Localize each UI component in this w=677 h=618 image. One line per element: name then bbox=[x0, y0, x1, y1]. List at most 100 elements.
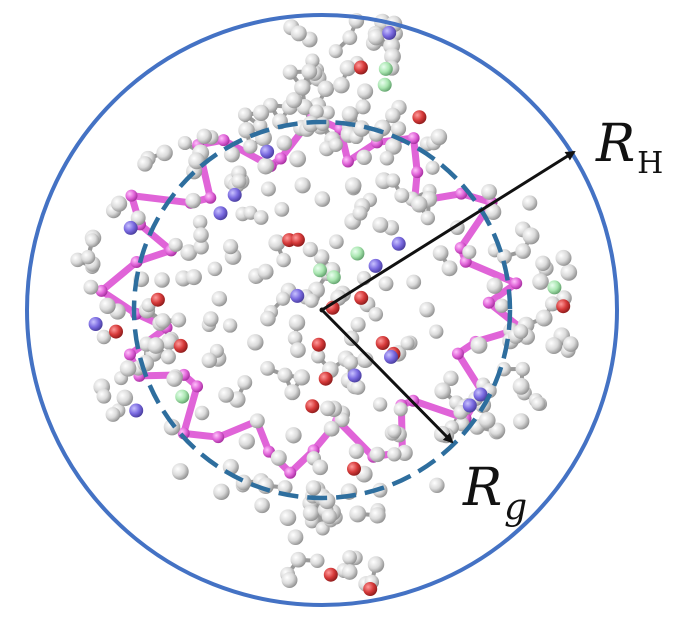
carbon-atom bbox=[97, 330, 111, 344]
oxygen-atom bbox=[376, 336, 390, 350]
carbon-atom bbox=[495, 299, 509, 313]
carbon-atom bbox=[250, 413, 265, 428]
carbon-atom bbox=[253, 105, 269, 121]
carbon-atom bbox=[238, 108, 252, 122]
carbon-atom bbox=[536, 310, 553, 327]
carbon-atom bbox=[479, 412, 496, 429]
rg-label: Rg bbox=[463, 462, 527, 526]
carbon-atom bbox=[319, 493, 335, 509]
carbon-atom bbox=[186, 269, 202, 285]
carbon-atom bbox=[545, 337, 562, 354]
carbon-atom bbox=[516, 362, 530, 376]
carbon-atom bbox=[156, 145, 172, 161]
fluorine-atom bbox=[175, 390, 189, 404]
carbon-atom bbox=[294, 79, 310, 95]
oxygen-atom bbox=[324, 568, 338, 582]
carbon-atom bbox=[387, 424, 401, 438]
carbon-atom bbox=[431, 129, 447, 145]
carbon-atom bbox=[303, 505, 319, 521]
nitrogen-atom bbox=[392, 237, 406, 251]
carbon-atom bbox=[268, 234, 285, 251]
nitrogen-atom bbox=[384, 350, 398, 364]
carbon-atom bbox=[351, 317, 366, 332]
center-point bbox=[320, 308, 325, 313]
carbon-atom bbox=[301, 64, 317, 80]
oxygen-atom bbox=[174, 339, 188, 353]
carbon-atom bbox=[560, 264, 577, 281]
carbon-atom bbox=[218, 387, 234, 403]
carbon-atom bbox=[295, 177, 311, 193]
carbon-atom bbox=[290, 342, 306, 358]
carbon-atom bbox=[280, 509, 297, 526]
carbon-atom bbox=[349, 444, 364, 459]
carbon-atom bbox=[289, 150, 306, 167]
carbon-atom bbox=[353, 206, 368, 221]
rh-label-main: R bbox=[596, 114, 635, 174]
oxygen-atom bbox=[354, 61, 368, 75]
carbon-atom bbox=[260, 311, 276, 327]
carbon-atom bbox=[178, 136, 192, 150]
nitrogen-atom bbox=[129, 404, 143, 418]
fluorine-atom bbox=[379, 62, 393, 76]
carbon-atom bbox=[193, 227, 209, 243]
carbon-atom bbox=[203, 311, 218, 326]
nitrogen-atom bbox=[214, 206, 228, 220]
carbon-atom bbox=[394, 188, 409, 203]
carbon-atom bbox=[111, 196, 127, 212]
carbon-atom bbox=[276, 292, 290, 306]
carbon-atom bbox=[303, 242, 318, 257]
carbon-atom bbox=[155, 313, 170, 328]
carbon-atom bbox=[202, 353, 217, 368]
carbon-atom bbox=[277, 368, 292, 383]
nitrogen-atom bbox=[382, 26, 396, 40]
carbon-atom bbox=[274, 202, 289, 217]
carbon-atom bbox=[515, 243, 531, 259]
carbon-atom bbox=[172, 463, 189, 480]
carbon-atom bbox=[356, 99, 371, 114]
carbon-atom bbox=[532, 273, 549, 290]
oxygen-atom bbox=[312, 338, 326, 352]
carbon-atom bbox=[97, 389, 112, 404]
carbon-atom bbox=[208, 262, 223, 277]
carbon-atom bbox=[373, 397, 387, 411]
carbon-atom bbox=[193, 215, 208, 230]
carbon-atom bbox=[535, 256, 550, 271]
backbone-atom bbox=[510, 277, 522, 289]
carbon-atom bbox=[372, 217, 388, 233]
carbon-atom bbox=[254, 210, 269, 225]
carbon-atom bbox=[276, 253, 291, 268]
carbon-atom bbox=[368, 29, 385, 46]
oxygen-atom bbox=[363, 582, 377, 596]
nitrogen-atom bbox=[369, 259, 383, 273]
fluorine-atom bbox=[547, 280, 561, 294]
carbon-atom bbox=[470, 337, 487, 354]
carbon-atom bbox=[429, 324, 443, 338]
carbon-atom bbox=[312, 459, 328, 475]
oxygen-atom bbox=[291, 233, 305, 247]
carbon-atom bbox=[324, 421, 340, 437]
carbon-atom bbox=[169, 238, 183, 252]
carbon-atom bbox=[276, 135, 292, 151]
carbon-atom bbox=[243, 139, 257, 153]
carbon-atom bbox=[433, 245, 449, 261]
carbon-atom bbox=[487, 278, 503, 294]
carbon-atom bbox=[148, 337, 165, 354]
carbon-atom bbox=[329, 44, 343, 58]
carbon-atom bbox=[563, 336, 579, 352]
carbon-atom bbox=[284, 384, 300, 400]
backbone-atom bbox=[284, 467, 296, 479]
carbon-atom bbox=[310, 554, 324, 568]
carbon-atom bbox=[271, 450, 287, 466]
carbon-atom bbox=[154, 272, 170, 288]
backbone-atom bbox=[125, 190, 137, 202]
carbon-atom bbox=[282, 572, 298, 588]
rh-label: RH bbox=[596, 118, 663, 179]
rg-label-subscript: g bbox=[504, 487, 527, 528]
oxygen-atom bbox=[305, 399, 319, 413]
carbon-atom bbox=[197, 129, 212, 144]
carbon-atom bbox=[247, 334, 263, 350]
nitrogen-atom bbox=[124, 221, 138, 235]
carbon-atom bbox=[513, 324, 528, 339]
oxygen-atom bbox=[354, 291, 368, 305]
